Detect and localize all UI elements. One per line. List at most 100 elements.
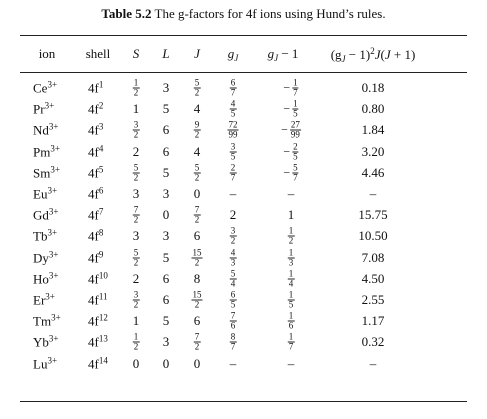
s-cell-value: 1 xyxy=(132,313,140,329)
de-gennes-cell: 1.17 xyxy=(362,313,385,329)
fraction-numerator: 1 xyxy=(287,289,295,301)
shell-label: 4f xyxy=(88,207,99,223)
shell-label: 4f xyxy=(88,250,99,266)
j-cell-value: 4 xyxy=(193,101,201,117)
shell-cell: 4f13 xyxy=(88,334,108,351)
ion-charge: 3+ xyxy=(48,249,59,260)
table-row: Ce3+ 4f1 1 2 3 5 2 6 7−1 7 0.18 xyxy=(0,78,487,109)
gj-minus-one-cell: −27 99 xyxy=(281,120,301,140)
shell-label: 4f xyxy=(88,80,99,96)
ion-cell: Tm3+ xyxy=(33,313,61,330)
fraction-denominator: 5 xyxy=(230,151,236,162)
fraction: 27 99 xyxy=(289,120,301,140)
de-gennes-cell: 10.50 xyxy=(358,228,387,244)
table-row: Tb3+ 4f8 3 3 6 3 2 1 2 10.50 xyxy=(0,226,487,257)
j-cell-value: 0 xyxy=(193,355,201,371)
fraction-numerator: 5 xyxy=(229,268,237,280)
shell-electron-count: 11 xyxy=(98,291,108,302)
j-cell-value: 15 2 xyxy=(191,247,203,268)
fraction-denominator: 2 xyxy=(133,129,139,140)
ion-symbol: Dy xyxy=(33,250,49,266)
gj-minus-one-cell-value: – xyxy=(287,186,295,201)
j-cell-value: 15 2 xyxy=(191,290,203,309)
de-gennes-cell: 0.80 xyxy=(362,101,385,117)
fraction-numerator: 4 xyxy=(229,98,237,110)
fraction-numerator: 15 xyxy=(191,247,203,259)
gj-minus-one-cell: −1 7 xyxy=(283,78,299,98)
fraction-numerator: 9 xyxy=(193,119,201,131)
table-number: Table 5.2 xyxy=(101,6,152,21)
header-s: S xyxy=(132,46,140,61)
gj-cell: – xyxy=(230,356,237,372)
minus-sign: − xyxy=(283,101,291,116)
ion-cell: Dy3+ xyxy=(33,249,58,266)
fraction-numerator: 72 xyxy=(227,119,239,131)
shell-label: 4f xyxy=(88,356,99,372)
table-row: Sm3+ 4f5 5 2 5 5 2 2 7−5 7 4.46 xyxy=(0,163,487,194)
gj-minus-one-cell: −5 7 xyxy=(283,163,299,182)
de-gennes-cell-value: 0.32 xyxy=(361,334,385,350)
fraction-denominator: 2 xyxy=(194,257,200,268)
shell-electron-count: 4 xyxy=(98,143,104,154)
ion-cell: Lu3+ xyxy=(33,355,57,372)
de-gennes-cell-value: 1.17 xyxy=(361,313,385,329)
fraction-numerator: 7 xyxy=(193,204,201,216)
s-cell: 2 xyxy=(133,144,140,160)
header-gj-minus-one: gJ − 1 xyxy=(267,46,299,63)
header-de-gennes: (gJ − 1)2J(J + 1) xyxy=(330,46,416,64)
shell-label: 4f xyxy=(88,292,99,308)
fraction-numerator: 8 xyxy=(229,331,237,343)
de-gennes-cell-value: – xyxy=(369,186,377,201)
s-cell: 3 xyxy=(133,228,140,244)
de-gennes-cell: – xyxy=(370,356,377,372)
fraction-numerator: 6 xyxy=(229,77,237,89)
shell-electron-count: 1 xyxy=(98,79,104,90)
shell-electron-count: 6 xyxy=(98,185,104,196)
fraction-numerator: 5 xyxy=(132,247,140,259)
de-gennes-cell: 2.55 xyxy=(362,292,385,308)
ion-charge: 3+ xyxy=(48,121,59,132)
gj-cell: 2 xyxy=(230,207,237,223)
ion-cell: Yb3+ xyxy=(33,334,58,351)
shell-cell: 4f4 xyxy=(88,143,103,160)
l-cell-value: 3 xyxy=(162,186,170,201)
table-row: Eu3+ 4f6 3 3 0 – – – xyxy=(0,186,487,215)
top-rule xyxy=(20,35,467,36)
shell-label: 4f xyxy=(88,101,99,117)
fraction-numerator: 3 xyxy=(132,119,140,131)
fraction-denominator: 2 xyxy=(133,214,139,225)
fraction-denominator: 2 xyxy=(194,299,200,310)
header-shell: shell xyxy=(85,46,111,61)
fraction-denominator: 2 xyxy=(288,235,294,246)
s-cell-value: 3 xyxy=(132,228,140,244)
